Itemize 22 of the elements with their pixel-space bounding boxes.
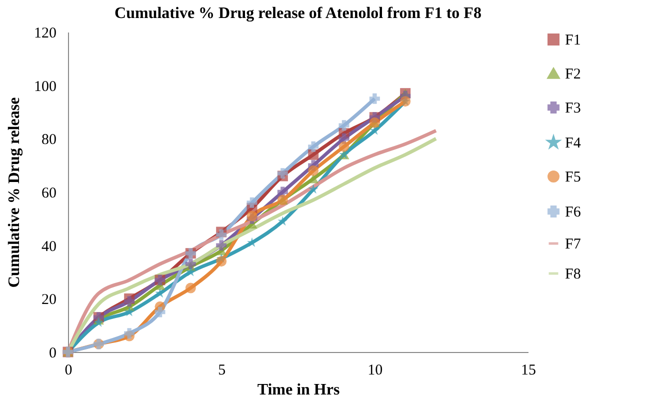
- legend-label: F7: [565, 236, 582, 252]
- x-tick-label: 10: [368, 362, 383, 378]
- legend-label: F6: [565, 204, 582, 220]
- y-tick-label: 0: [49, 346, 56, 362]
- y-tick-label: 20: [42, 292, 56, 308]
- legend-label: F1: [565, 32, 581, 48]
- legend-label: F5: [565, 170, 581, 186]
- x-tick-label: 5: [218, 362, 226, 378]
- legend-label: F3: [565, 100, 581, 116]
- x-axis-title: Time in Hrs: [257, 382, 340, 398]
- legend-label: F8: [565, 266, 581, 282]
- chart-title: Cumulative % Drug release of Atenolol from F1 to F8: [114, 5, 482, 22]
- y-tick-label: 120: [34, 26, 56, 42]
- legend-label: F4: [565, 136, 582, 152]
- x-tick-label: 15: [521, 362, 536, 378]
- y-tick-label: 80: [42, 132, 56, 148]
- y-tick-label: 100: [34, 78, 56, 95]
- x-tick-label: 0: [64, 362, 72, 378]
- y-tick-label: 40: [42, 238, 56, 255]
- legend-label: F2: [565, 66, 581, 82]
- y-tick-label: 60: [42, 186, 56, 202]
- y-axis-title: Cumulative % Drug release: [6, 97, 23, 288]
